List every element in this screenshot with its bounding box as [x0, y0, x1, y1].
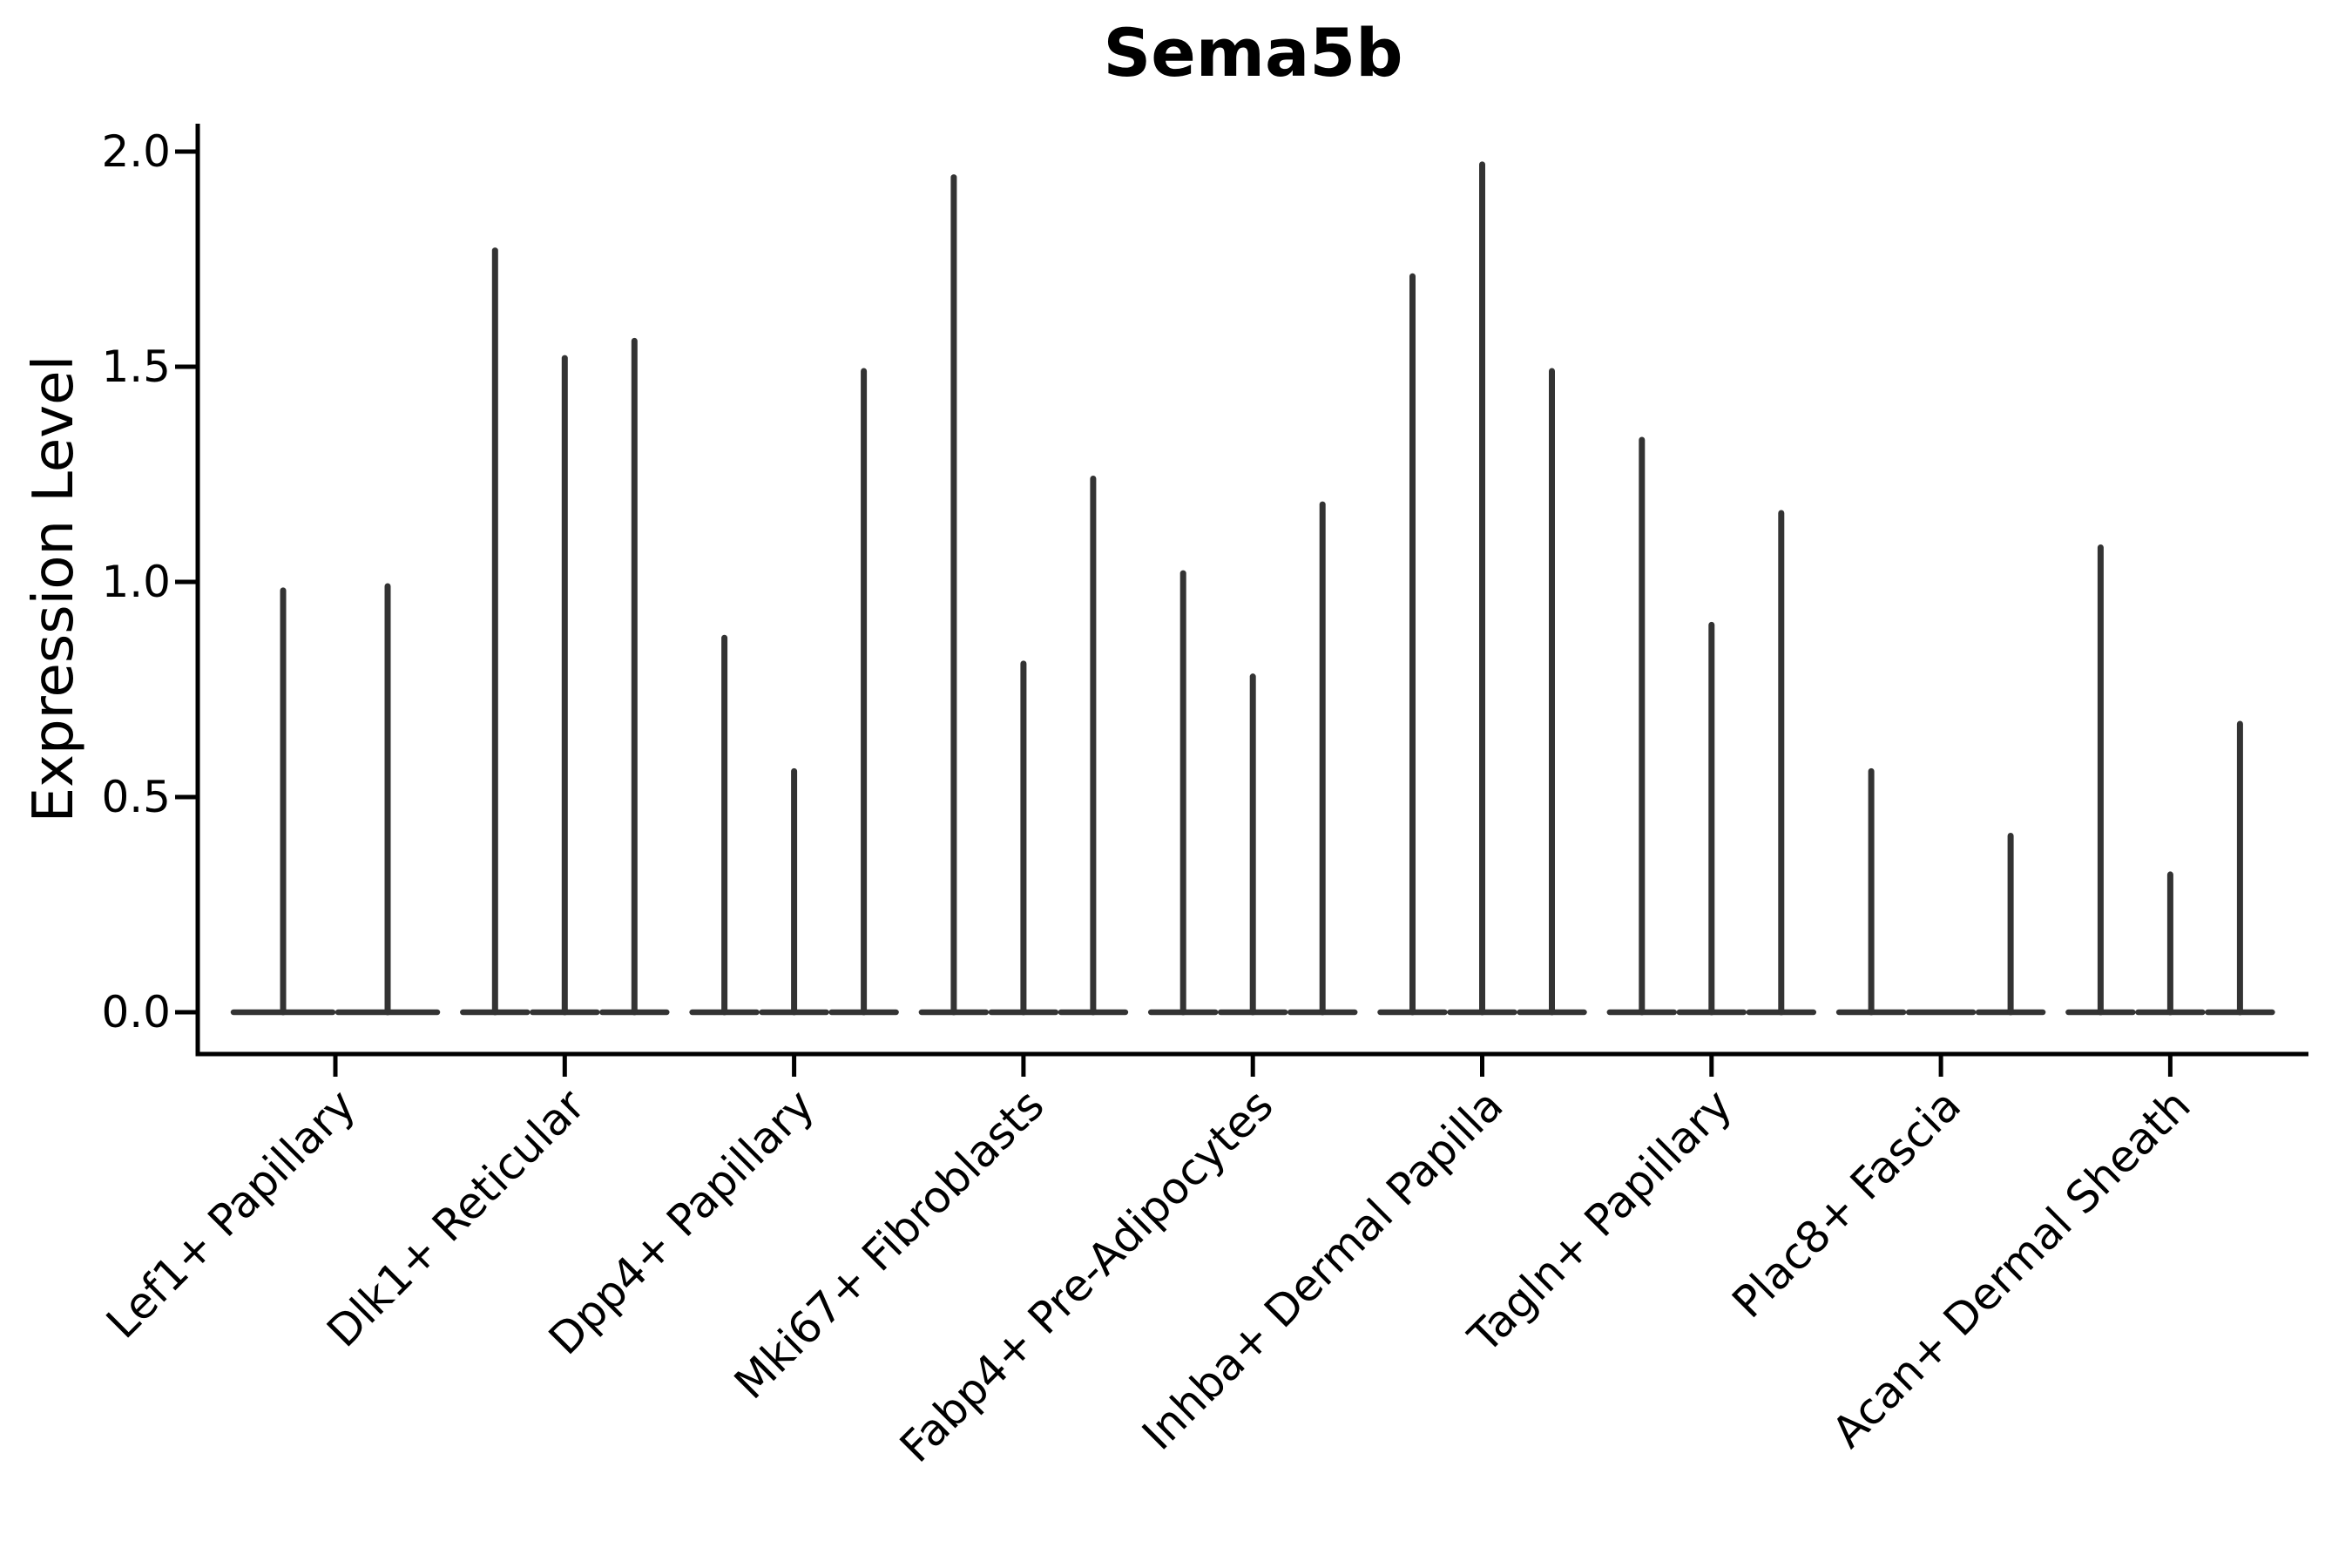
- y-axis-label: Expression Level: [22, 355, 86, 823]
- y-tick-label: 0.5: [101, 772, 171, 822]
- y-tick-label: 1.5: [101, 341, 171, 392]
- y-tick-label: 1.0: [101, 557, 171, 607]
- y-tick-label: 2.0: [101, 126, 171, 177]
- chart-title: Sema5b: [1103, 14, 1403, 91]
- y-tick-label: 0.0: [101, 987, 171, 1037]
